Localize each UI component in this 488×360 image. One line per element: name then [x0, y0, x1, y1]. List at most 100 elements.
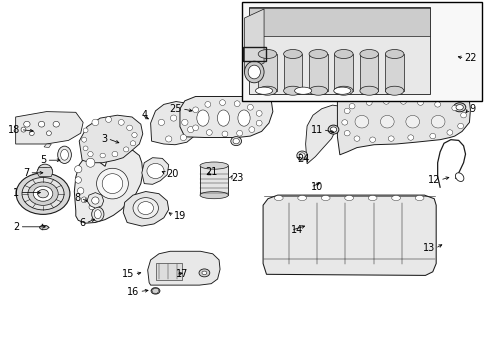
Ellipse shape	[182, 119, 187, 126]
Polygon shape	[79, 115, 142, 163]
Ellipse shape	[87, 152, 93, 157]
Ellipse shape	[359, 86, 378, 95]
Ellipse shape	[89, 204, 95, 210]
Ellipse shape	[202, 271, 206, 275]
Ellipse shape	[385, 86, 403, 95]
Ellipse shape	[97, 168, 128, 199]
Ellipse shape	[40, 225, 48, 230]
Ellipse shape	[297, 195, 306, 201]
Ellipse shape	[330, 127, 336, 132]
Text: 22: 22	[464, 53, 476, 63]
Ellipse shape	[247, 65, 260, 79]
Text: 8: 8	[74, 193, 81, 203]
Polygon shape	[283, 54, 302, 91]
Polygon shape	[334, 54, 352, 91]
Ellipse shape	[258, 86, 276, 95]
Ellipse shape	[23, 121, 30, 127]
Ellipse shape	[192, 125, 198, 131]
Ellipse shape	[237, 110, 249, 126]
Ellipse shape	[219, 100, 225, 105]
Ellipse shape	[33, 186, 53, 201]
Ellipse shape	[21, 127, 26, 132]
Ellipse shape	[58, 146, 71, 163]
Polygon shape	[147, 251, 220, 285]
Text: 1: 1	[13, 188, 20, 198]
Ellipse shape	[256, 120, 262, 126]
Polygon shape	[123, 192, 168, 226]
Ellipse shape	[123, 147, 129, 152]
Ellipse shape	[299, 153, 305, 158]
Text: 5: 5	[40, 155, 46, 165]
Ellipse shape	[380, 115, 393, 128]
Ellipse shape	[321, 195, 329, 201]
Ellipse shape	[296, 151, 307, 160]
Ellipse shape	[407, 135, 413, 140]
Ellipse shape	[385, 49, 403, 58]
Polygon shape	[180, 96, 272, 138]
Ellipse shape	[405, 115, 419, 128]
Ellipse shape	[146, 163, 164, 179]
Text: 4: 4	[142, 110, 148, 120]
Bar	[242, 2, 481, 101]
Bar	[155, 263, 182, 280]
Polygon shape	[359, 54, 378, 91]
Text: 17: 17	[176, 269, 188, 279]
Ellipse shape	[230, 136, 241, 145]
Ellipse shape	[417, 100, 423, 105]
Ellipse shape	[248, 127, 254, 132]
Ellipse shape	[86, 158, 95, 167]
Ellipse shape	[206, 130, 212, 135]
Ellipse shape	[41, 167, 49, 175]
Ellipse shape	[344, 130, 349, 136]
Polygon shape	[308, 54, 327, 91]
Ellipse shape	[255, 87, 272, 94]
Ellipse shape	[434, 102, 440, 107]
Ellipse shape	[430, 115, 444, 128]
Text: 19: 19	[173, 211, 185, 221]
Text: 7: 7	[23, 168, 29, 178]
Ellipse shape	[451, 105, 457, 111]
Ellipse shape	[457, 123, 463, 129]
Ellipse shape	[341, 120, 347, 125]
Polygon shape	[44, 144, 51, 148]
Ellipse shape	[455, 105, 462, 110]
Text: 23: 23	[230, 173, 243, 183]
Ellipse shape	[133, 198, 158, 219]
Ellipse shape	[274, 195, 283, 201]
Ellipse shape	[105, 117, 111, 122]
Ellipse shape	[217, 110, 229, 126]
Ellipse shape	[200, 162, 228, 169]
Ellipse shape	[165, 136, 172, 142]
Text: 12: 12	[427, 175, 439, 185]
Ellipse shape	[61, 149, 68, 160]
Ellipse shape	[391, 195, 400, 201]
Ellipse shape	[92, 197, 99, 204]
Ellipse shape	[414, 195, 423, 201]
Ellipse shape	[366, 100, 371, 105]
Ellipse shape	[430, 71, 441, 76]
Ellipse shape	[383, 99, 388, 104]
Text: 14: 14	[290, 225, 303, 235]
Text: 11: 11	[310, 125, 322, 135]
Ellipse shape	[367, 195, 376, 201]
Ellipse shape	[94, 210, 101, 219]
Ellipse shape	[244, 61, 264, 83]
Text: 18: 18	[8, 125, 20, 135]
Polygon shape	[37, 167, 53, 176]
Ellipse shape	[429, 134, 435, 139]
Ellipse shape	[29, 131, 34, 135]
Ellipse shape	[83, 146, 88, 151]
Ellipse shape	[81, 137, 86, 142]
Ellipse shape	[138, 202, 153, 215]
Ellipse shape	[170, 115, 176, 121]
Ellipse shape	[132, 132, 137, 138]
Ellipse shape	[236, 130, 242, 136]
Ellipse shape	[440, 79, 450, 84]
Ellipse shape	[75, 177, 81, 183]
Ellipse shape	[334, 49, 352, 58]
Text: 21: 21	[205, 167, 217, 177]
Ellipse shape	[158, 119, 164, 126]
Ellipse shape	[256, 111, 262, 116]
Ellipse shape	[348, 104, 354, 109]
Text: 6: 6	[79, 218, 85, 228]
